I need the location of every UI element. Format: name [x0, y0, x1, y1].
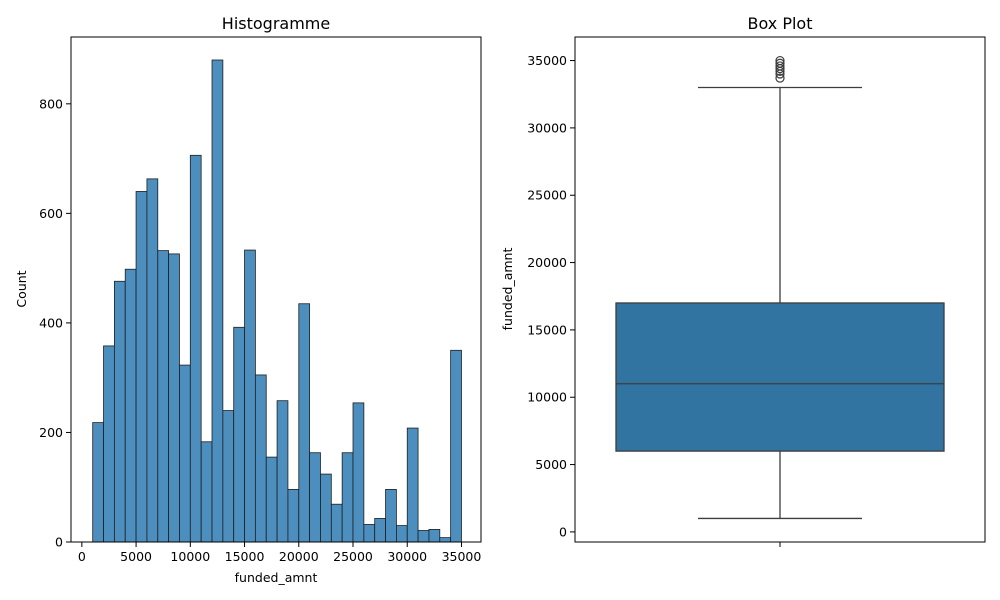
histogram-bar [113, 280, 126, 543]
box-plot-panel: Box Plot 0 5000 10000 15000 20000 25000 30000 3… [500, 14, 986, 547]
histogram-x-tick-label: 15000 [225, 549, 265, 564]
histogram-y-axis-label: Count [14, 270, 29, 307]
histogram-x-tick-label: 10000 [170, 549, 210, 564]
histogram-bar [168, 253, 180, 543]
histogram-x-tick-label: 30000 [387, 549, 427, 564]
histogram-x-axis-label: funded_amnt [235, 570, 318, 585]
histogram-bar [222, 410, 235, 543]
box-plot-y-tick-label: 10000 [527, 390, 567, 405]
box-plot-y-tick-label: 5000 [535, 457, 567, 472]
histogram-bar [103, 345, 115, 543]
box-plot-box [615, 302, 945, 452]
histogram-bar [244, 249, 256, 543]
histogram-bar [406, 427, 419, 543]
box-plot-outlier [775, 55, 785, 66]
histogram-bar [254, 374, 267, 543]
box-plot-outlier [775, 61, 785, 71]
histogram-bar [276, 400, 289, 543]
histogram-bars [92, 59, 462, 543]
histogram-bar [211, 59, 224, 543]
histogram-bar [363, 524, 376, 543]
histogram-y-tick-label: 800 [39, 96, 63, 111]
histogram-y-tick-label: 0 [55, 535, 63, 550]
box-plot-y-tick-label: 35000 [527, 53, 567, 68]
histogram-bar [189, 154, 202, 543]
histogram-bar [233, 326, 245, 543]
histogram-bar [385, 489, 397, 543]
histogram-x-tick-label: 5000 [120, 549, 152, 564]
box-plot-y-ticks: 0 5000 10000 15000 20000 25000 30000 35000 [527, 53, 575, 539]
histogram-bar [428, 529, 441, 543]
histogram-bar [374, 518, 386, 543]
box-plot-outlier [775, 73, 785, 83]
box-plot-y-tick-label: 20000 [527, 255, 567, 270]
histogram-x-tick-label: 20000 [279, 549, 319, 564]
histogram-y-ticks: 0 200 400 600 800 [39, 96, 71, 550]
box-plot-outlier [775, 58, 785, 68]
histogram-bar [330, 503, 343, 543]
histogram-bar [135, 191, 148, 543]
box-plot-title: Box Plot [748, 14, 813, 33]
histogram-bar [124, 268, 137, 543]
histogram-bar [92, 422, 104, 543]
histogram-bar [450, 349, 462, 543]
histogram-title: Histogramme [222, 14, 330, 33]
histogram-bar [417, 530, 430, 543]
box-plot-y-tick-label: 30000 [527, 120, 567, 135]
box-plot-y-tick-label: 15000 [527, 322, 567, 337]
histogram-bar [146, 178, 159, 543]
histogram-bar [352, 402, 365, 543]
box-plot-frame [574, 36, 986, 543]
histogram-bar [341, 452, 354, 543]
histogram-bar [265, 456, 278, 543]
histogram-bar [309, 452, 321, 543]
histogram-bar [200, 441, 213, 543]
histogram-bar [179, 364, 191, 543]
box-plot-y-tick-label: 0 [559, 524, 567, 539]
histogram-x-tick-label: 35000 [442, 549, 482, 564]
histogram-bar [157, 250, 170, 543]
histogram-bar [320, 473, 332, 543]
histogram-bar [287, 489, 300, 543]
histogram-x-tick-label: 25000 [333, 549, 373, 564]
histogram-y-tick-label: 600 [39, 206, 63, 221]
histogram-bar [298, 303, 311, 543]
box-plot-marks [615, 55, 945, 520]
box-plot-y-tick-label: 25000 [527, 188, 567, 203]
histogram-x-ticks: 0 5000 10000 15000 20000 25000 30000 35000 [78, 542, 482, 564]
histogram-bar [395, 525, 408, 543]
histogram-y-tick-label: 200 [39, 425, 63, 440]
histogram-x-tick-label: 0 [78, 549, 86, 564]
box-plot-y-axis-label: funded_amnt [500, 248, 515, 331]
histogram-frame [70, 36, 482, 543]
histogram-bar [439, 537, 452, 543]
histogram-y-tick-label: 400 [39, 315, 63, 330]
histogram-panel: Histogramme 0 5000 10000 15000 20000 25000 300… [14, 14, 482, 585]
